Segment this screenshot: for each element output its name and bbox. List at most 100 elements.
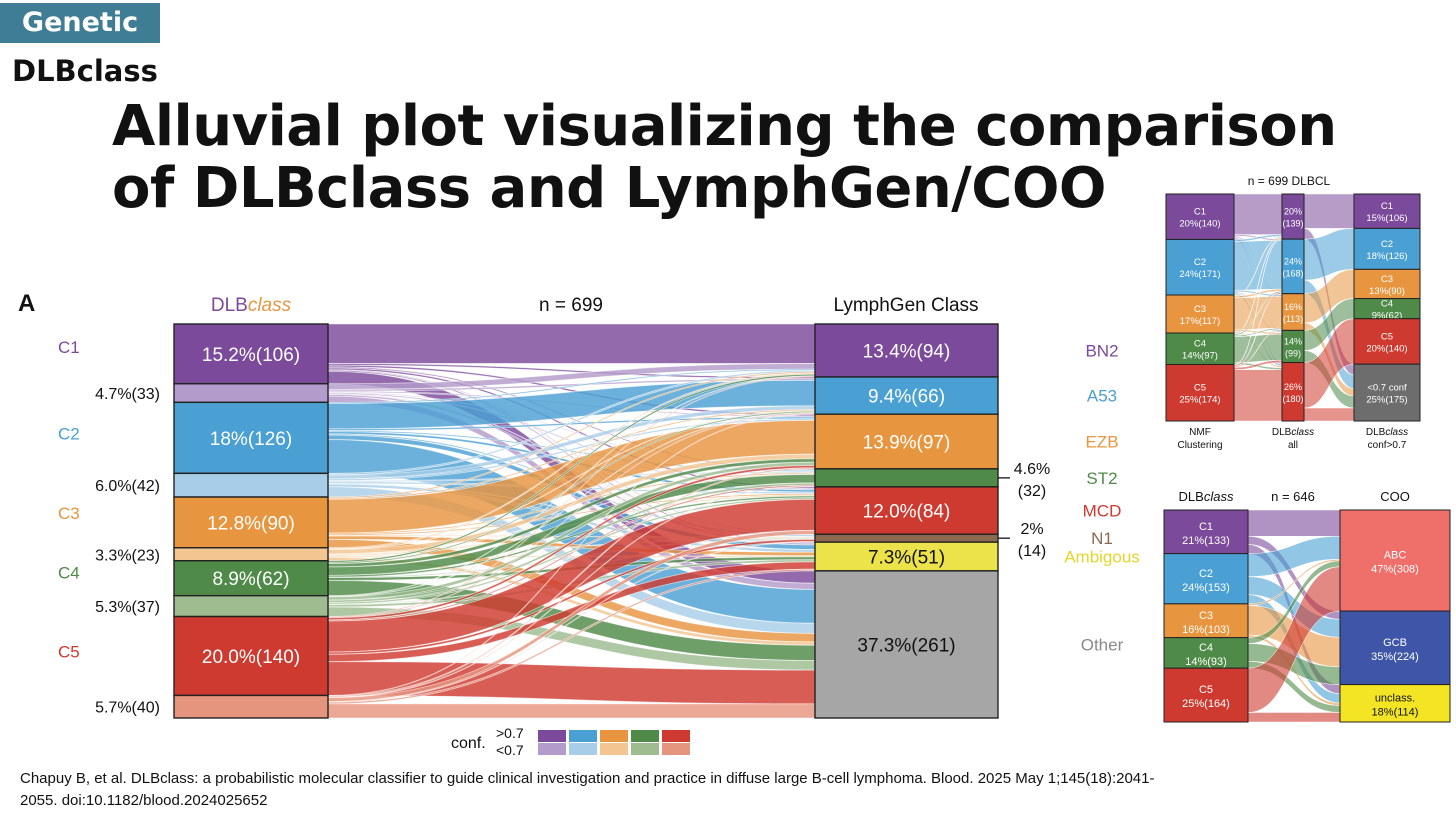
- nmf-node-value: (168): [1282, 268, 1303, 278]
- lymphgen-class-name: BN2: [1085, 341, 1118, 360]
- right-node-label: 12.0%(84): [863, 502, 951, 523]
- left-class-label: C4: [58, 564, 80, 583]
- left-node-C5_hi: [173, 615, 329, 697]
- right-node-label: 13.9%(97): [863, 433, 951, 454]
- nmf-node-name: C5: [1194, 383, 1206, 394]
- nmf-node-value: 15%(106): [1366, 213, 1407, 224]
- legend-swatch-low: [631, 743, 659, 755]
- left-node-C4_lo: [173, 594, 329, 618]
- left-node-label: 18%(126): [210, 429, 292, 450]
- nmf-node-value: 20%(140): [1366, 343, 1407, 354]
- legend-swatch-high: [600, 730, 628, 742]
- nmf-node-name: C5: [1381, 331, 1393, 342]
- nmf-flow-group: [1233, 193, 1355, 422]
- main-chart-title: n = 699: [539, 295, 603, 316]
- nmf-flow-ribbon: [1303, 193, 1355, 229]
- legend-high-label: >0.7: [496, 725, 524, 741]
- title-line-1: Alluvial plot visualizing the comparison: [112, 94, 1337, 159]
- nmf-column-label: DLBclass: [1366, 427, 1408, 438]
- coo-flow-group: [1247, 509, 1341, 723]
- right-node-label: 37.3%(261): [857, 635, 955, 656]
- nmf-node-value: 9%(62): [1372, 311, 1403, 322]
- right-axis-title: LymphGen Class: [833, 295, 978, 316]
- left-node-C3_hi: [173, 496, 329, 549]
- nmf-node: [1353, 318, 1421, 365]
- nmf-node-name: C1: [1381, 201, 1393, 212]
- lymphgen-class-name: N1: [1091, 529, 1113, 548]
- right-node-label: 7.3%(51): [868, 548, 945, 569]
- nmf-node-value: (139): [1282, 219, 1303, 229]
- nmf-node: [1165, 363, 1235, 422]
- left-node-side-label: 6.0%(42): [95, 478, 160, 495]
- dlbclass-label: DLBclass: [12, 54, 158, 88]
- coo-left-node-name: C4: [1199, 642, 1213, 654]
- coo-left-node: [1163, 603, 1249, 639]
- left-node-side-label: 4.7%(33): [95, 386, 160, 403]
- nmf-node-value: 14%(97): [1182, 351, 1218, 362]
- nmf-node-name: 20%: [1284, 207, 1302, 217]
- nmf-node-name: 26%: [1284, 382, 1302, 392]
- left-node-C4_hi: [173, 560, 329, 597]
- coo-left-node-value: 14%(93): [1185, 656, 1227, 668]
- main-alluvial-chart: 15.2%(106) 4.7%(33) 18%(126) 6.0%(42) 12.8%(…: [58, 295, 1140, 758]
- coo-left-node-value: 21%(133): [1182, 535, 1230, 547]
- lymphgen-class-name: A53: [1087, 387, 1117, 406]
- panel-label: A: [18, 290, 36, 317]
- left-class-label: C2: [58, 425, 80, 444]
- left-node-C1_hi: [173, 323, 329, 385]
- nmf-flow-ribbon: [1233, 193, 1283, 235]
- legend-swatch-low: [569, 743, 597, 755]
- nmf-column-sublabel: all: [1288, 440, 1298, 451]
- right-node-Other: [814, 570, 999, 719]
- left-node-side-label: 5.3%(37): [95, 599, 160, 616]
- left-node-C2_lo: [173, 472, 329, 498]
- legend-swatch-low: [662, 743, 690, 755]
- left-node-label: 15.2%(106): [202, 345, 300, 366]
- nmf-node-name: C4: [1194, 339, 1206, 350]
- coo-left-node-name: C5: [1199, 684, 1213, 696]
- nmf-node-name: C2: [1194, 257, 1206, 268]
- nmf-node: [1165, 193, 1235, 240]
- legend-low-label: <0.7: [496, 742, 524, 758]
- nmf-node: [1165, 332, 1235, 365]
- nmf-node-value: 25%(174): [1179, 395, 1220, 406]
- right-node-side-pct: 4.6%: [1014, 461, 1050, 478]
- left-axis-title: DLBclass: [211, 295, 292, 316]
- nmf-node-name: C2: [1381, 239, 1393, 250]
- coo-left-node-value: 25%(164): [1182, 698, 1230, 710]
- nmf-node: [1353, 268, 1421, 300]
- coo-left-node-name: C1: [1199, 521, 1213, 533]
- left-node-label: 20.0%(140): [202, 647, 300, 668]
- coo-right-node-value: 18%(114): [1372, 706, 1419, 718]
- left-class-label: C5: [58, 642, 80, 661]
- lymphgen-class-name: ST2: [1086, 469, 1117, 488]
- coo-right-node-value: 47%(308): [1371, 564, 1419, 576]
- lymphgen-class-name: Ambigous: [1064, 548, 1140, 567]
- right-node-side-count: (14): [1018, 543, 1046, 560]
- nmf-node-name: 24%: [1284, 256, 1302, 266]
- nmf-column-sublabel: Clustering: [1177, 440, 1222, 451]
- right-node-Ambiguous: [814, 541, 999, 572]
- nmf-alluvial-chart: C120%(140)C224%(171)C317%(117)C414%(97)C…: [1165, 174, 1421, 451]
- left-node-C3_lo: [173, 547, 329, 562]
- coo-flow-ribbon: [1247, 712, 1341, 723]
- nmf-node-value: 24%(171): [1179, 269, 1220, 280]
- nmf-node-value: 25%(175): [1366, 395, 1407, 406]
- title-line-2: of DLBclass and LymphGen/COO: [112, 156, 1107, 221]
- coo-right-node-value: 35%(224): [1371, 651, 1419, 663]
- lymphgen-class-name: Other: [1081, 635, 1124, 654]
- coo-left-node: [1163, 509, 1249, 555]
- coo-left-node-name: C3: [1199, 610, 1213, 622]
- flow-ribbon: [327, 323, 816, 364]
- nmf-node: [1353, 227, 1421, 270]
- nmf-node-value: (99): [1285, 348, 1301, 358]
- nmf-node-value: 18%(126): [1366, 251, 1407, 262]
- nmf-node-name: C3: [1381, 274, 1393, 285]
- coo-right-node: [1339, 509, 1451, 612]
- nmf-node-name: <0.7 conf: [1367, 383, 1407, 394]
- coo-right-title: COO: [1380, 489, 1410, 504]
- coo-left-node: [1163, 637, 1249, 669]
- nmf-node: [1281, 362, 1305, 422]
- legend-swatch-high: [538, 730, 566, 742]
- flow-group: [327, 323, 816, 719]
